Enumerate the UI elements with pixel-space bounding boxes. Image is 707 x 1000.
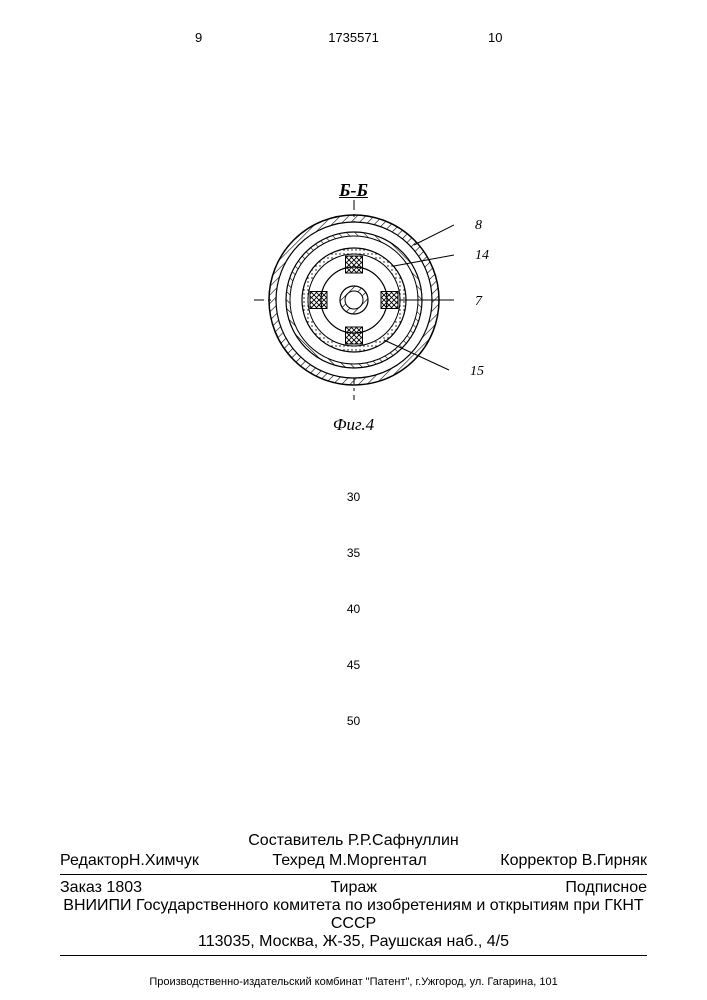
techred: Техред М.Моргентал [272, 852, 426, 870]
podpisnoe: Подписное [565, 879, 647, 897]
footer-block: Составитель Р.Р.Сафнуллин РедакторН.Химч… [0, 832, 707, 960]
credits-row: РедакторН.Химчук Техред М.Моргентал Корр… [0, 852, 707, 870]
line-marker: 40 [347, 602, 360, 616]
cross-section-diagram [254, 200, 454, 400]
publisher-line: Производственно-издательский комбинат "П… [0, 976, 707, 988]
compiler-line: Составитель Р.Р.Сафнуллин [0, 832, 707, 850]
document-number: 1735571 [328, 30, 379, 45]
org-line-1: ВНИИПИ Государственного комитета по изоб… [0, 897, 707, 933]
line-marker: 30 [347, 490, 360, 504]
editor: РедакторН.Химчук [60, 852, 199, 870]
right-column-number: 10 [488, 30, 502, 45]
order-row: Заказ 1803 Тираж Подписное [0, 879, 707, 897]
callout-7: 7 [475, 294, 482, 310]
callout-15: 15 [470, 364, 484, 380]
corrector: Корректор В.Гирняк [500, 852, 647, 870]
callout-8: 8 [475, 218, 482, 234]
line-marker: 50 [347, 714, 360, 728]
callout-14: 14 [475, 248, 489, 264]
line-marker: 35 [347, 546, 360, 560]
org-line-2: 113035, Москва, Ж-35, Раушская наб., 4/5 [0, 933, 707, 951]
divider [60, 874, 647, 875]
divider [60, 955, 647, 956]
figure-caption: Фиг.4 [333, 415, 374, 435]
tirazh: Тираж [330, 879, 377, 897]
line-marker: 45 [347, 658, 360, 672]
order-number: Заказ 1803 [60, 879, 142, 897]
patent-page: 9 1735571 10 Б-Б [0, 0, 707, 1000]
section-label: Б-Б [339, 180, 368, 201]
left-column-number: 9 [195, 30, 202, 45]
